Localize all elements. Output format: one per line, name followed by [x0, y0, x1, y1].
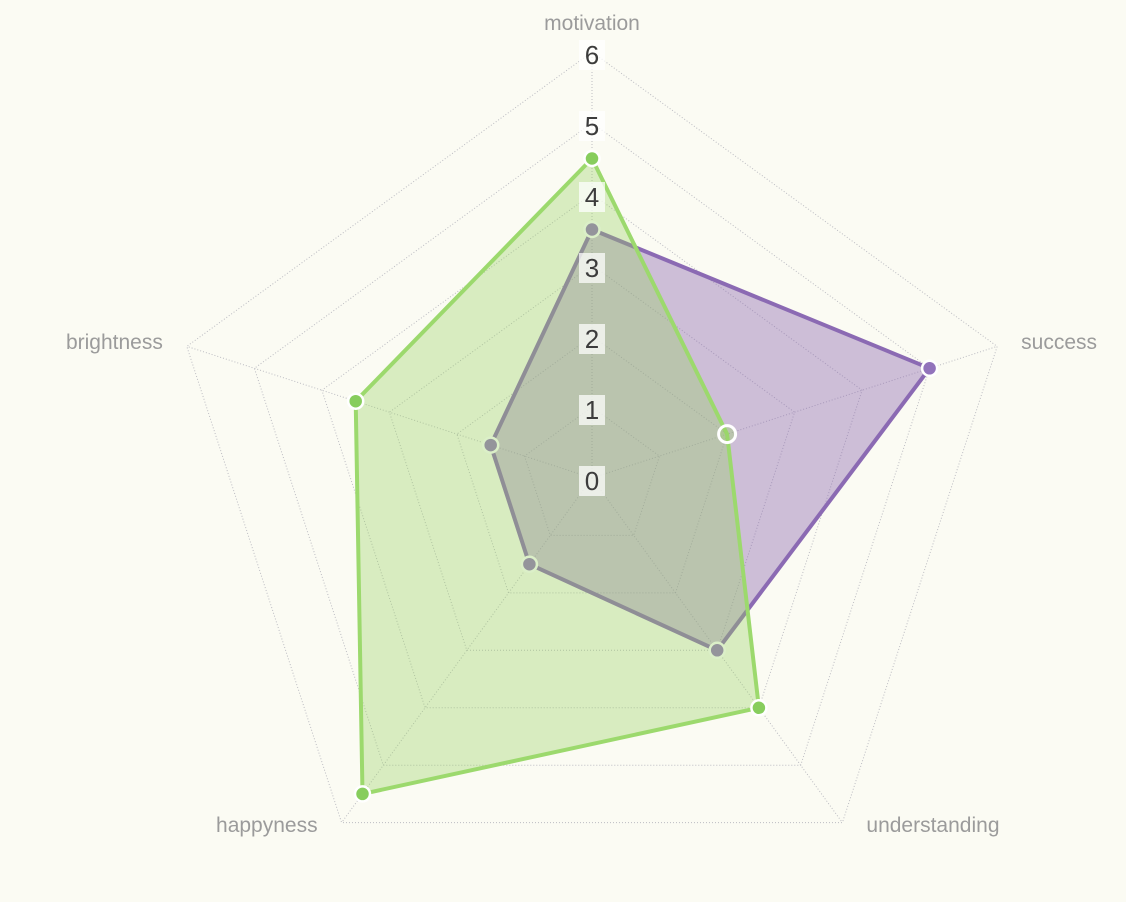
grid-ring-1	[523, 406, 661, 536]
tick-label-0: 0	[585, 466, 599, 496]
purple-series-point-understanding[interactable]	[708, 641, 726, 660]
tick-label-2: 2	[585, 324, 599, 354]
purple-series-point-happyness[interactable]	[520, 555, 539, 573]
green-series-point-happyness[interactable]	[353, 785, 372, 803]
tick-backdrop-6	[579, 40, 605, 70]
axis-label-brightness: brightness	[66, 331, 163, 354]
tick-backdrop-5	[579, 111, 605, 141]
axis-line-brightness	[186, 345, 593, 479]
purple-series-point-motivation[interactable]	[583, 220, 601, 239]
tick-label-1: 1	[585, 395, 599, 425]
tick-backdrop-2	[579, 324, 605, 354]
green-series-point-brightness[interactable]	[346, 392, 365, 410]
axis-labels: motivation success understanding happyness b…	[66, 12, 1097, 837]
axis-label-success: success	[1021, 331, 1097, 354]
tick-label-3: 3	[585, 253, 599, 283]
scale-ticks: 0 1 2 3 4 5 6	[579, 40, 605, 496]
tick-label-5: 5	[585, 111, 599, 141]
grid-ring-6	[186, 51, 998, 824]
axis-label-happyness: happyness	[216, 814, 318, 837]
axis-label-understanding: understanding	[866, 814, 999, 837]
tick-label-6: 6	[585, 40, 599, 70]
tick-backdrop-3	[579, 253, 605, 283]
green-series-point-success[interactable]	[717, 424, 738, 445]
tick-backdrop-0	[579, 466, 605, 496]
axis-label-motivation: motivation	[544, 12, 640, 35]
green-series	[346, 149, 768, 803]
green-series-point-understanding[interactable]	[750, 699, 768, 717]
tick-label-4: 4	[585, 182, 599, 212]
green-series-area	[353, 156, 761, 796]
tick-backdrop-1	[579, 395, 605, 425]
tick-backdrop-4	[579, 182, 605, 212]
green-series-point-motivation[interactable]	[583, 149, 601, 168]
purple-series-point-success[interactable]	[920, 359, 939, 378]
grid-ring-4	[321, 193, 863, 709]
purple-series-point-brightness[interactable]	[481, 436, 500, 454]
